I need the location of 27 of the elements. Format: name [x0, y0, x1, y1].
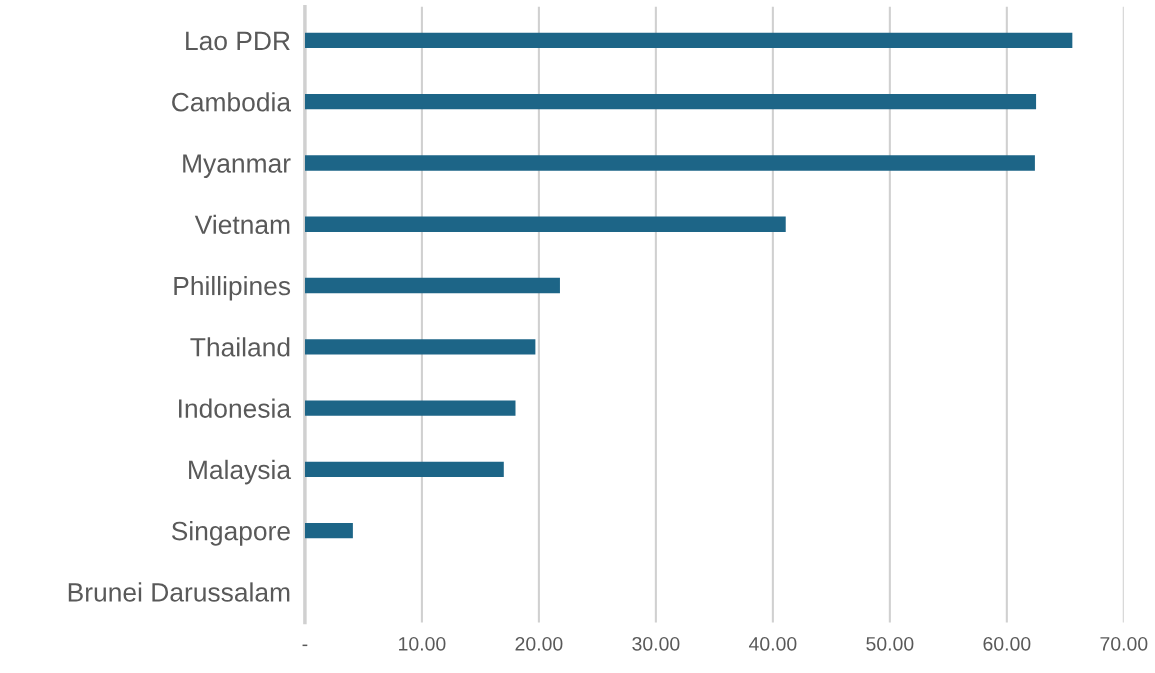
y-tick-label: Vietnam [194, 214, 290, 235]
y-tick-label: Lao PDR [186, 31, 290, 51]
y-tick-label: Brunei Darussalam [68, 582, 290, 602]
x-tick-label: 70.00 [1100, 636, 1148, 651]
bar [304, 32, 1073, 49]
x-tick-label: - [302, 644, 308, 647]
x-tick-label: 40.00 [748, 636, 797, 651]
bar [304, 461, 504, 477]
bar [304, 277, 560, 294]
bar [304, 522, 353, 539]
x-tick-label: 60.00 [983, 636, 1031, 651]
y-tick-label: Cambodia [172, 92, 292, 112]
bar [304, 339, 536, 355]
y-tick-label: Indonesia [179, 398, 292, 418]
y-tick-label: Singapore [171, 521, 290, 546]
bar [304, 216, 786, 232]
bar [304, 94, 1037, 110]
y-tick-label: Malaysia [189, 459, 292, 485]
y-tick-label: Thailand [190, 337, 290, 357]
y-tick-label: Phillipines [174, 275, 291, 301]
bar [304, 400, 516, 416]
y-tick-label: Myanmar [183, 154, 291, 179]
x-tick-label: 20.00 [515, 636, 563, 651]
x-tick-label: 50.00 [866, 636, 914, 651]
x-tick-label: 30.00 [632, 636, 680, 651]
bar [304, 155, 1035, 171]
x-tick-label: 10.00 [399, 636, 446, 651]
